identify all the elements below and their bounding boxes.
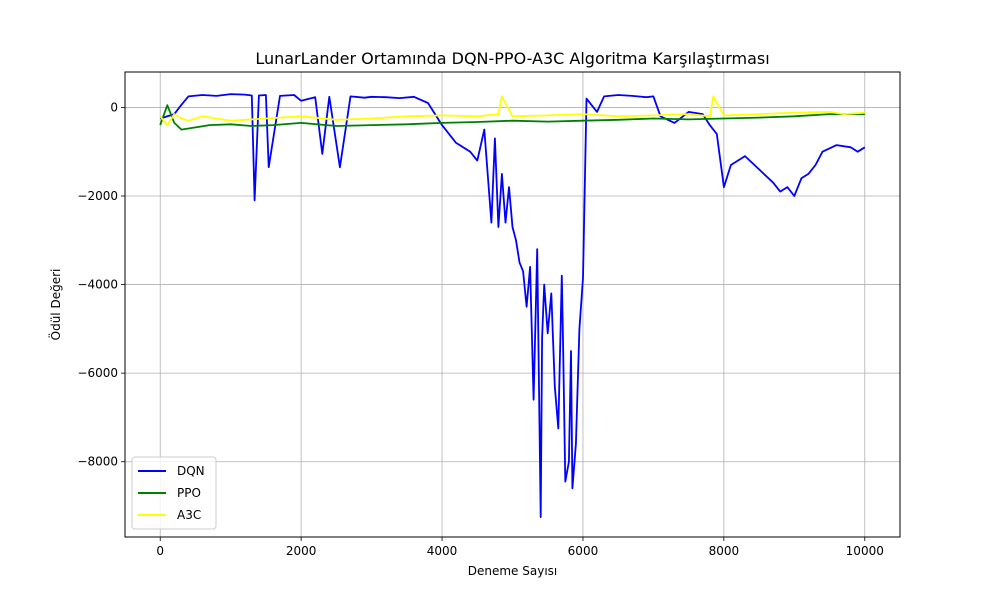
y-tick-label: 0 [110, 100, 118, 114]
y-axis-ticks: 0 −2000 −4000 −6000 −8000 [77, 100, 125, 469]
x-tick-label: 0 [156, 544, 164, 558]
y-tick-label: −2000 [77, 189, 118, 203]
y-axis-label: Ödül Değeri [47, 269, 63, 341]
x-tick-label: 6000 [568, 544, 599, 558]
series-line-ppo [159, 104, 865, 131]
x-tick-label: 2000 [286, 544, 317, 558]
legend-label-ppo: PPO [177, 486, 201, 500]
legend-label-dqn: DQN [177, 464, 205, 478]
y-tick-label: −8000 [77, 455, 118, 469]
y-tick-label: −4000 [77, 278, 118, 292]
legend-label-a3c: A3C [177, 508, 201, 522]
legend: DQN PPO A3C [131, 456, 217, 530]
x-axis-label: Deneme Sayısı [468, 564, 558, 578]
legend-box [131, 456, 217, 530]
x-tick-label: 10000 [846, 544, 884, 558]
x-tick-label: 8000 [709, 544, 740, 558]
series-line-a3c [159, 95, 865, 126]
x-tick-label: 4000 [427, 544, 458, 558]
series-line-dqn [159, 93, 866, 518]
chart-title: LunarLander Ortamında DQN-PPO-A3C Algori… [255, 49, 769, 68]
series-lines [159, 93, 866, 518]
x-axis-ticks: 0 2000 4000 6000 8000 10000 [156, 537, 884, 558]
y-tick-label: −6000 [77, 366, 118, 380]
plot-area-frame [124, 71, 901, 538]
